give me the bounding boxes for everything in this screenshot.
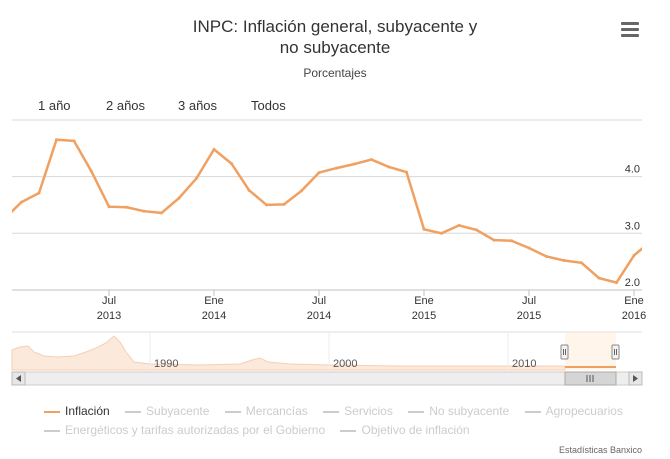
data-point xyxy=(90,170,93,173)
x-tick-label-year: 2014 xyxy=(202,310,226,322)
data-point xyxy=(597,276,601,280)
credits-link[interactable]: Estadísticas Banxico xyxy=(558,445,642,455)
x-tick-label-year: 2015 xyxy=(412,310,436,322)
hamburger-menu-icon[interactable] xyxy=(621,22,639,37)
data-point xyxy=(177,196,181,200)
data-point xyxy=(422,227,426,231)
x-tick-label-month: Jul xyxy=(312,295,326,307)
data-point xyxy=(632,253,636,257)
series-line-inflacion xyxy=(12,138,642,285)
data-point xyxy=(212,147,216,151)
left-arrow-icon xyxy=(16,375,21,382)
grid-lines xyxy=(12,119,642,291)
data-point xyxy=(230,162,233,166)
data-point xyxy=(282,202,286,206)
legend-item-no-subyacente[interactable]: No subyacente xyxy=(408,402,509,421)
data-point xyxy=(580,261,583,265)
x-tick-label-month: Ene xyxy=(414,295,434,307)
x-tick-label-month: Jul xyxy=(522,295,536,307)
navigator-area xyxy=(11,335,566,371)
data-point xyxy=(510,239,513,243)
navigator-label-2010: 2010 xyxy=(512,358,536,370)
chart-title: INPC: Inflación general, subyacente y no… xyxy=(0,16,670,58)
navigator[interactable]: 1990 2000 2010 xyxy=(11,331,642,371)
data-point xyxy=(3,218,6,221)
series-points xyxy=(3,138,653,285)
legend-item-agropecuarios[interactable]: Agropecuarios xyxy=(524,402,623,421)
data-point xyxy=(615,281,618,285)
data-point xyxy=(335,166,338,170)
y-tick-label: 3.0 xyxy=(625,220,640,232)
scrollbar[interactable] xyxy=(11,371,643,386)
navigator-label-1990: 1990 xyxy=(154,358,178,370)
range-button-all[interactable]: Todos xyxy=(251,98,286,113)
x-tick-label-month: Ene xyxy=(624,295,644,307)
x-tick-label-month: Jul xyxy=(102,295,116,307)
data-point xyxy=(72,139,76,143)
data-point xyxy=(195,176,198,180)
data-point xyxy=(545,255,548,258)
data-point xyxy=(492,238,496,242)
x-tick-label-year: 2015 xyxy=(517,310,541,322)
data-point xyxy=(650,239,653,242)
legend-item-subyacente[interactable]: Subyacente xyxy=(125,402,209,421)
y-axis-ticks: 2.0 3.0 4.0 xyxy=(625,164,640,289)
data-point xyxy=(160,211,163,215)
chart-title-line-2: no subyacente xyxy=(279,38,391,57)
data-point xyxy=(247,188,251,192)
navigator-handle-right[interactable] xyxy=(611,344,620,360)
data-point xyxy=(527,246,531,250)
range-button-3-years[interactable]: 3 años xyxy=(178,98,218,113)
navigator-label-2000: 2000 xyxy=(333,358,357,370)
chart-subtitle: Porcentajes xyxy=(303,66,367,80)
x-tick-label-year: 2014 xyxy=(307,310,331,322)
legend-item-mercancias[interactable]: Mercancías xyxy=(224,402,308,421)
data-point xyxy=(300,189,303,193)
data-point xyxy=(55,138,58,142)
data-point xyxy=(457,223,461,227)
data-point xyxy=(20,200,23,204)
data-point xyxy=(125,205,128,209)
data-point xyxy=(405,170,408,174)
x-tick-label-month: Ene xyxy=(204,295,224,307)
data-point xyxy=(37,191,41,195)
data-point xyxy=(562,259,566,262)
y-tick-label: 2.0 xyxy=(625,277,640,289)
chart-svg: 2.03.04.0 Jul2013Ene2014Jul2014Ene2015Ju… xyxy=(3,119,653,386)
legend: Inflación Subyacente Mercancías Servicio… xyxy=(44,402,644,440)
x-tick-label-year: 2016 xyxy=(622,310,646,322)
legend-item-energeticos[interactable]: Energéticos y tarifas autorizadas por el… xyxy=(44,421,325,440)
y-tick-label: 4.0 xyxy=(625,164,640,176)
legend-item-objetivo[interactable]: Objetivo de inflación xyxy=(340,421,470,440)
range-button-1-year[interactable]: 1 año xyxy=(38,98,71,113)
data-point xyxy=(317,171,321,175)
data-point xyxy=(475,228,478,232)
x-axis-ticks: Jul 2013 Ene 2014 Jul 2014 Ene 2015 Jul 2015 Ene 20… xyxy=(97,290,646,322)
data-point xyxy=(387,165,391,169)
legend-item-inflacion[interactable]: Inflación xyxy=(44,402,110,421)
right-arrow-icon xyxy=(633,375,638,382)
data-point xyxy=(265,203,268,207)
navigator-handle-left[interactable] xyxy=(560,344,569,360)
data-point xyxy=(352,162,356,166)
data-point xyxy=(107,205,111,209)
range-button-2-years[interactable]: 2 años xyxy=(106,98,146,113)
legend-item-servicios[interactable]: Servicios xyxy=(323,402,393,421)
data-point xyxy=(142,209,146,213)
data-point xyxy=(370,158,373,162)
x-tick-label-year: 2013 xyxy=(97,310,121,322)
chart-title-line-1: INPC: Inflación general, subyacente y xyxy=(192,17,478,36)
data-point xyxy=(440,231,443,235)
